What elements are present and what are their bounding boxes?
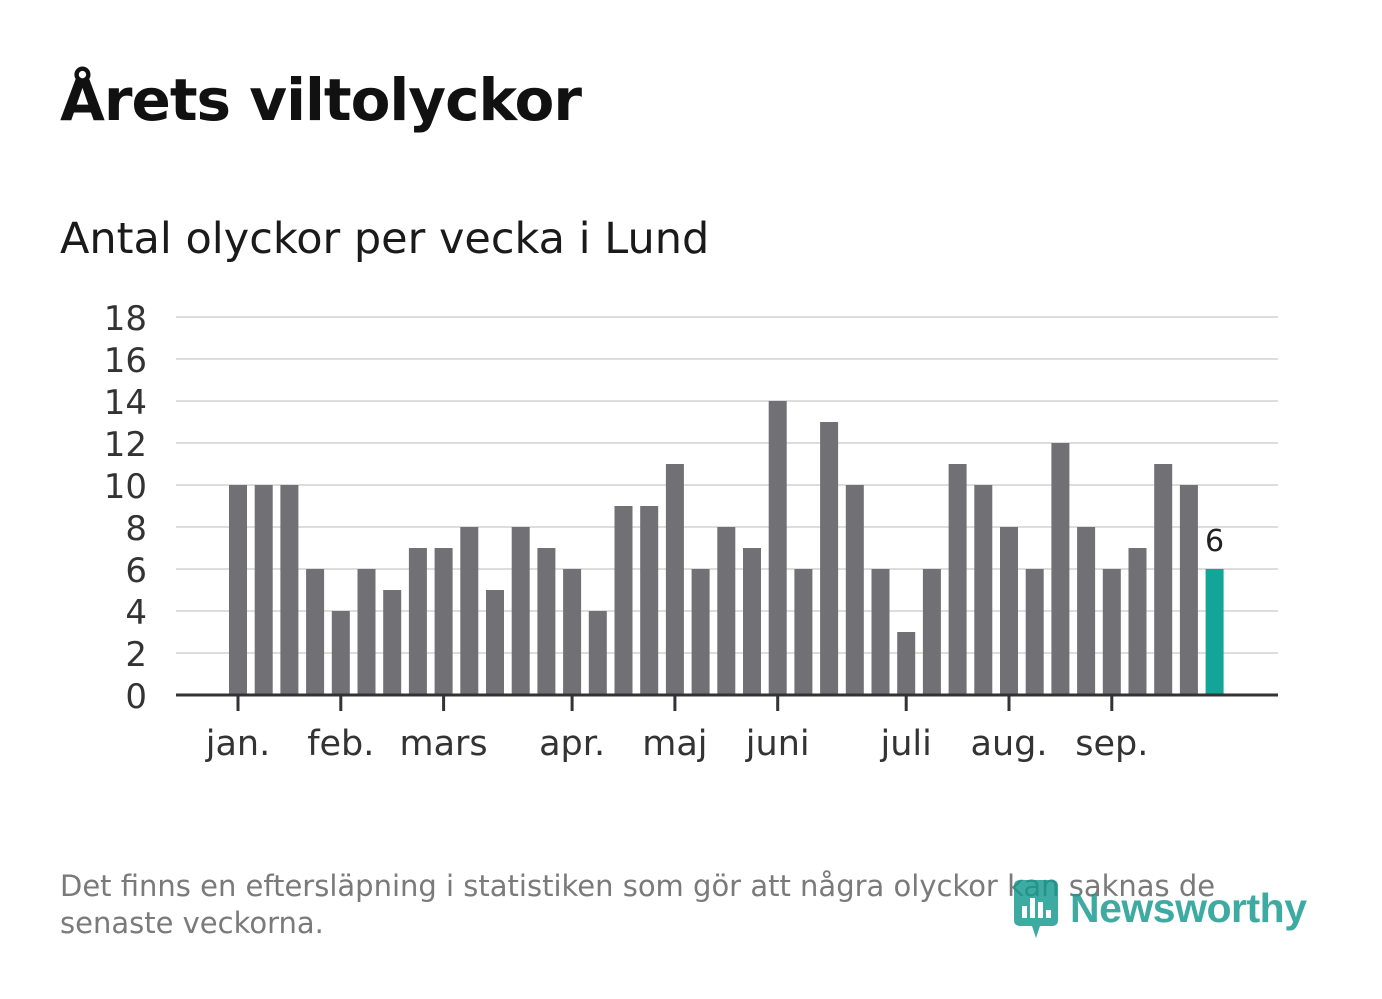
bar [640,506,659,695]
bar [511,527,530,695]
bar [537,548,556,695]
bar-highlight [1205,569,1224,695]
bar [691,569,710,695]
bar [1000,527,1018,695]
newsworthy-logo-text: Newsworthy [1070,884,1307,931]
bar [588,611,607,695]
bar [1025,569,1044,695]
highlight-value-label: 6 [1205,524,1224,559]
bar [974,485,993,695]
x-tick-label: feb. [307,724,374,764]
bar [897,632,916,695]
bar [1154,464,1173,695]
bar [331,611,350,695]
bar [1077,527,1096,695]
y-tick-label: 0 [125,677,147,717]
x-axis-ticks: jan. feb. mars apr. maj juni juli aug. sep. [205,695,1148,764]
y-tick-label: 12 [104,425,147,465]
x-tick-label: apr. [539,724,605,764]
bar [665,464,684,695]
data-labels: 6 [1205,524,1224,559]
y-tick-label: 16 [104,341,147,381]
x-tick-label: juli [880,724,932,764]
bar [383,590,402,695]
bars [229,401,1224,695]
bar [408,548,427,695]
bar [563,569,582,695]
bar [229,485,247,695]
bar [743,548,761,695]
x-tick-label: juni [745,724,810,764]
bar [306,569,325,695]
y-tick-label: 10 [104,467,147,507]
bar [845,485,864,695]
y-tick-label: 14 [104,383,147,423]
y-tick-label: 2 [125,635,147,675]
chart-title: Årets viltolyckor [60,66,582,134]
bar [1128,548,1147,695]
x-tick-label: jan. [205,724,270,764]
bar [871,569,890,695]
bar [1102,569,1121,695]
bar [1051,443,1070,695]
newsworthy-logo-icon [1014,880,1058,938]
x-tick-label: maj [642,724,707,764]
bar [357,569,376,695]
newsworthy-logo: Newsworthy [1010,876,1307,940]
bar [254,485,273,695]
bar [948,464,967,695]
bar [820,422,839,695]
y-tick-label: 18 [104,299,147,339]
x-tick-label: aug. [971,724,1048,764]
bar [922,569,941,695]
bar [614,506,633,695]
bar [717,527,736,695]
bar [460,527,479,695]
y-tick-label: 8 [125,509,147,549]
x-tick-label: sep. [1075,724,1148,764]
chart-subtitle: Antal olyckor per vecka i Lund [60,214,710,264]
bar [280,485,299,695]
y-tick-label: 4 [125,593,147,633]
y-tick-label: 6 [125,551,147,591]
bar [794,569,813,695]
bar [1179,485,1198,695]
bar [768,401,787,695]
bar [434,548,453,695]
bar [486,590,504,695]
x-tick-label: mars [400,724,488,764]
